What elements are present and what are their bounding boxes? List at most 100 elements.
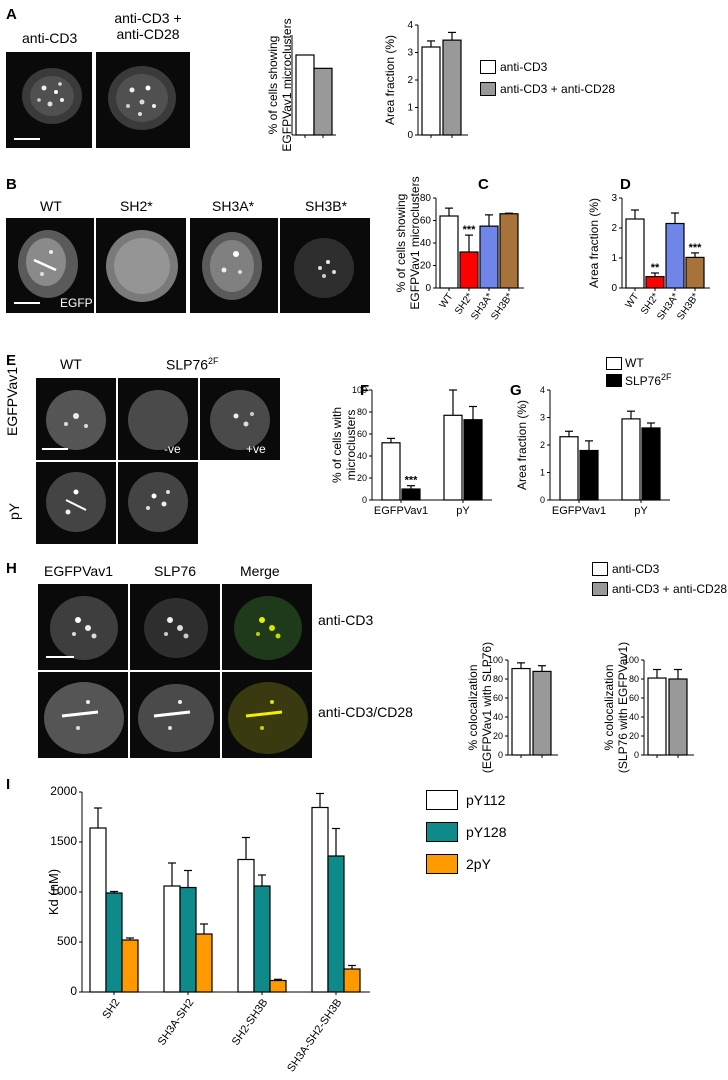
y-tick-label-A2-0: 0 [407, 130, 413, 141]
y-axis-label-D: Area fraction (%) [587, 198, 601, 288]
micrograph-h-cd28-slp76 [130, 672, 220, 758]
y-tick-label-H2-5: 100 [624, 655, 639, 665]
annotation-D-1: ** [651, 262, 660, 274]
micrograph-b-sh2 [96, 218, 186, 313]
y-tick-label-H2-3: 60 [629, 693, 639, 703]
x-tick-label-C-0: WT [438, 291, 456, 310]
panel-label-c: C [478, 176, 489, 193]
y-tick-label-D-2: 2 [611, 223, 617, 234]
y-tick-label-C-1: 20 [420, 261, 432, 272]
bar-F-0-1 [401, 488, 421, 501]
y-tick-label-F-4: 80 [357, 407, 367, 417]
overlay-neg: -ve [164, 442, 181, 456]
bar-D-0 [625, 218, 645, 289]
y-tick-label-G-0: 0 [540, 495, 545, 505]
legend-label-anti-cd3-cd28: anti-CD3 + anti-CD28 [500, 82, 616, 96]
legend-swatch-py128 [426, 822, 458, 842]
y-tick-label-C-3: 60 [420, 216, 432, 227]
y-axis-label-I: Kd (nM) [46, 869, 61, 915]
bar-I-1-1 [179, 886, 197, 993]
legend-label-py128: pY128 [466, 824, 507, 840]
legend-h: anti-CD3 anti-CD3 + anti-CD28 [592, 562, 727, 596]
y-tick-label-A2-3: 3 [407, 48, 413, 59]
micrograph-e-wt-egfpvav1 [36, 378, 116, 460]
y-tick-label-D-1: 1 [611, 253, 617, 264]
micrograph-b-wt: EGFP [6, 218, 94, 313]
bar-G-0-1 [579, 449, 599, 501]
legend-label-wt: WT [625, 356, 644, 370]
bar-A2-1 [442, 39, 462, 136]
y-tick-label-F-5: 100 [352, 385, 367, 395]
bar-G-0-0 [559, 436, 579, 501]
column-label-wt: WT [60, 356, 82, 372]
bar-A2-0 [421, 46, 441, 136]
y-axis-label-G: Area fraction (%) [515, 400, 529, 490]
x-tick-label-G-1: pY [634, 505, 648, 517]
column-label-slp76-2f: SLP762F [166, 356, 219, 373]
row-label-py: pY [6, 502, 22, 520]
y-tick-label-H1-3: 60 [493, 693, 503, 703]
legend-g: WT SLP762F [606, 356, 672, 388]
bar-C-0 [439, 215, 459, 289]
chart-f-microclusters: 0 20 40 60 80 100 % of cells withmicroclusters… [330, 385, 492, 517]
y-tick-label-A2-1: 1 [407, 103, 413, 114]
bar-A1-0 [295, 54, 315, 136]
y-tick-label-D-0: 0 [611, 283, 617, 294]
panel-label-a: A [6, 6, 17, 23]
bar-H1-1 [532, 670, 552, 756]
bar-G-1-0 [621, 418, 641, 501]
x-tick-label-F-1: pY [456, 505, 470, 517]
panel-label-d: D [620, 176, 631, 193]
x-tick-label-I-1: SH3A-SH2 [156, 997, 197, 1048]
micrograph-h-cd28-merge [222, 672, 312, 758]
chart-c-microclusters: 0 20 40 60 80% of cells showingEGFPVav1 micr… [394, 176, 524, 322]
y-tick-label-F-0: 0 [362, 495, 367, 505]
overlay-egfp: EGFP [60, 296, 93, 310]
bar-F-0-0 [381, 442, 401, 501]
legend-swatch-h-white [592, 562, 608, 576]
legend-label-h-anti-cd3-cd28: anti-CD3 + anti-CD28 [612, 582, 728, 596]
legend-swatch-slp76 [606, 373, 622, 387]
chart-a-area-fraction: 0 1 2 3 4 Area fraction (%) [383, 20, 468, 141]
panel-label-e: E [6, 352, 17, 369]
micrograph-h-cd28-egfpvav1 [38, 672, 128, 758]
bar-I-2-0 [237, 858, 255, 993]
bar-I-3-2 [343, 968, 361, 993]
legend-swatch-2py [426, 854, 458, 874]
bar-I-3-1 [327, 855, 345, 993]
y-tick-label-C-4: 80 [420, 193, 432, 204]
annotation-C-1: *** [463, 224, 477, 236]
legend-label-2py: 2pY [466, 856, 491, 872]
legend-label-anti-cd3: anti-CD3 [500, 60, 548, 74]
micrograph-a-anti-cd3 [6, 52, 92, 148]
y-tick-label-A2-2: 2 [407, 75, 413, 86]
bar-A1-1 [313, 67, 333, 136]
y-tick-label-H2-2: 40 [629, 712, 639, 722]
micrograph-e-slp76-neg: -ve [118, 378, 198, 460]
legend-swatch-white [480, 60, 496, 74]
annotation-D-3: *** [689, 242, 703, 254]
legend-swatch-gray [480, 82, 496, 96]
y-axis-label-H2: % colocalization(SLP76 with EGFPVav1) [602, 642, 630, 773]
micrograph-e-wt-py [36, 462, 116, 544]
x-tick-label-I-2: SH2-SH3B [230, 997, 271, 1048]
micrograph-e-slp76-pos: +ve [200, 378, 280, 460]
y-axis-label-F: % of cells withmicroclusters [330, 407, 358, 483]
image-label-sh3b: SH3B* [305, 198, 348, 214]
y-tick-label-G-3: 3 [540, 413, 545, 423]
legend-i: pY112 pY128 2pY [426, 790, 506, 874]
y-tick-label-I-2: 1000 [50, 884, 77, 898]
x-tick-label-G-0: EGFPVav1 [552, 505, 606, 517]
row-label-anti-cd3: anti-CD3 [318, 612, 374, 628]
y-tick-label-F-3: 60 [357, 429, 367, 439]
y-tick-label-F-1: 20 [357, 473, 367, 483]
y-axis-label-H1: % colocalization(EGFPVav1 with SLP76) [466, 642, 494, 773]
x-tick-label-D-3: SH3B* [675, 291, 701, 322]
y-tick-label-C-0: 0 [425, 283, 431, 294]
overlay-pos: +ve [246, 442, 266, 456]
y-tick-label-H1-4: 80 [493, 674, 503, 684]
y-tick-label-D-3: 3 [611, 193, 617, 204]
y-tick-label-H1-5: 100 [488, 655, 503, 665]
y-tick-label-G-4: 4 [540, 385, 545, 395]
